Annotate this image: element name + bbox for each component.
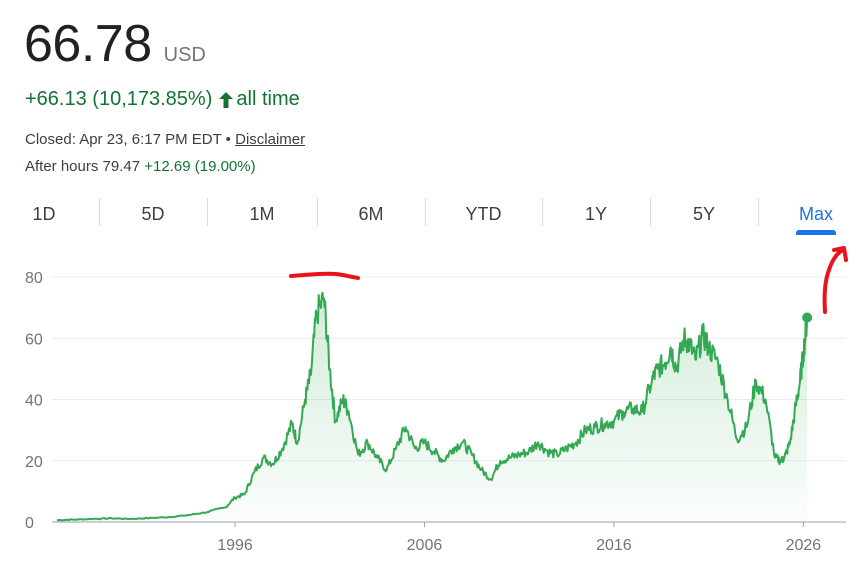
tab-6m[interactable]: 6M <box>358 203 384 224</box>
tab-1d[interactable]: 1D <box>32 203 56 224</box>
y-tick-label: 80 <box>25 270 43 287</box>
y-tick-label: 20 <box>25 454 43 471</box>
closed-label: Closed: Apr 23, 6:17 PM EDT <box>25 131 222 148</box>
change-period: all time <box>236 88 300 110</box>
tab-5d[interactable]: 5D <box>141 203 165 224</box>
tab-ytd[interactable]: YTD <box>465 203 502 224</box>
x-tick-label: 2026 <box>786 537 822 554</box>
current-price: 66.78 <box>24 15 152 73</box>
tab-divider <box>758 198 759 226</box>
closed-status: Closed: Apr 23, 6:17 PM EDT • Disclaimer <box>25 131 305 148</box>
tab-divider <box>542 198 543 226</box>
tab-divider <box>317 198 318 226</box>
after-hours-change: +12.69 (19.00%) <box>144 158 256 175</box>
price-change-row: +66.13 (10,173.85%) all time <box>25 88 300 111</box>
arrow-up-icon <box>219 91 234 108</box>
price-chart[interactable]: 0 20 40 60 80 1996 2006 2016 2026 <box>0 240 856 564</box>
tab-divider <box>425 198 426 226</box>
x-tick-label: 2006 <box>407 537 443 554</box>
separator-dot: • <box>225 131 231 148</box>
x-tick-label: 2016 <box>596 537 632 554</box>
active-tab-indicator <box>796 230 836 235</box>
tab-1y[interactable]: 1Y <box>584 203 608 224</box>
tab-divider <box>99 198 100 226</box>
currency-label: USD <box>163 44 206 66</box>
x-tick-label: 1996 <box>217 537 253 554</box>
disclaimer-link[interactable]: Disclaimer <box>235 131 306 148</box>
y-tick-label: 60 <box>25 331 43 348</box>
range-tabs: 1D 5D 1M 6M YTD 1Y 5Y Max <box>0 194 856 234</box>
tab-divider <box>207 198 208 226</box>
hand-drawn-annotations <box>289 246 848 314</box>
price-line <box>56 291 809 522</box>
tab-5y[interactable]: 5Y <box>692 203 716 224</box>
price-area-fill <box>56 292 808 522</box>
current-price-marker <box>802 312 813 323</box>
y-tick-label: 0 <box>25 515 34 532</box>
annotation-arrow <box>822 246 848 314</box>
after-hours-price: 79.47 <box>102 158 141 175</box>
tab-max[interactable]: Max <box>798 203 833 224</box>
after-hours-row: After hours 79.47 +12.69 (19.00%) <box>25 158 256 175</box>
tab-divider <box>650 198 651 226</box>
annotation-underline <box>289 271 360 280</box>
tab-1m[interactable]: 1M <box>249 203 275 224</box>
after-hours-label: After hours <box>25 158 99 175</box>
y-tick-label: 40 <box>25 393 43 410</box>
price-header: 66.78 USD <box>24 14 206 74</box>
price-change: +66.13 (10,173.85%) <box>25 88 213 110</box>
